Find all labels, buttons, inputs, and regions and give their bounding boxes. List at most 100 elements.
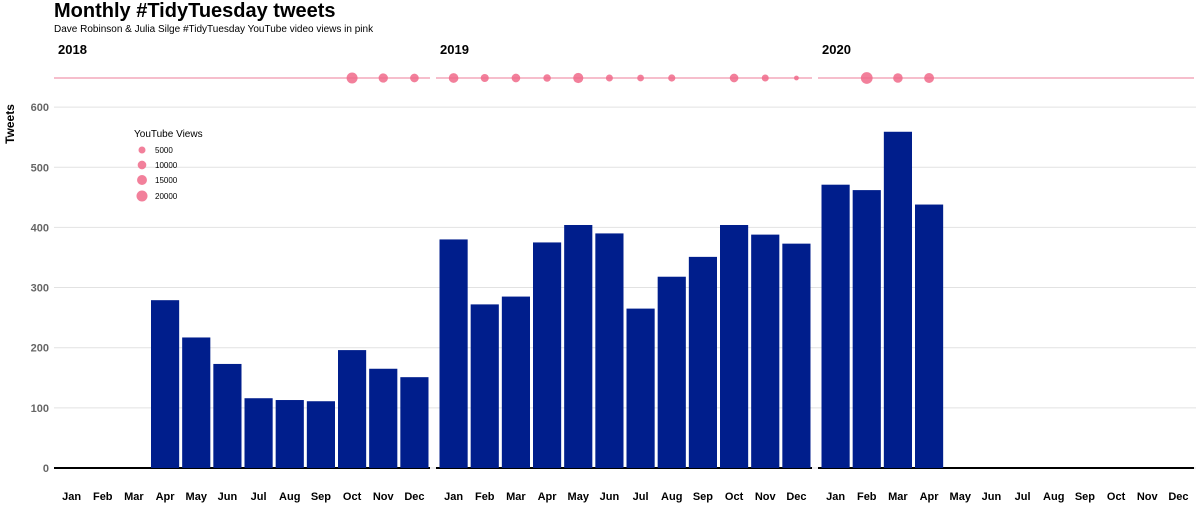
- y-tick-label: 300: [31, 283, 49, 295]
- bar-2018-Apr: [151, 300, 180, 468]
- bar-2019-Sep: [688, 256, 717, 468]
- views-point-2020-Feb: [860, 72, 873, 84]
- bar-2019-Nov: [751, 234, 780, 468]
- panel-label-2019: 2019: [440, 42, 469, 57]
- bar-2019-Mar: [501, 296, 530, 468]
- x-tick-label: Feb: [475, 491, 495, 503]
- bar-2019-Oct: [720, 224, 749, 468]
- views-point-2018-Dec: [410, 73, 419, 83]
- bar-2018-Nov: [369, 368, 398, 468]
- x-tick-label: Jan: [826, 491, 845, 503]
- x-tick-label: Apr: [538, 491, 558, 503]
- views-point-2019-Jul: [637, 74, 644, 82]
- y-tick-label: 600: [31, 102, 49, 114]
- x-tick-label: Oct: [343, 491, 362, 503]
- bar-2018-Jul: [244, 398, 273, 468]
- bar-2019-Jul: [626, 308, 655, 468]
- y-tick-label: 0: [43, 463, 49, 475]
- x-tick-label: Aug: [1043, 491, 1064, 503]
- bar-2018-Oct: [338, 350, 367, 468]
- x-tick-label: Dec: [1168, 491, 1188, 503]
- chart-title: Monthly #TidyTuesday tweets: [54, 0, 336, 22]
- bar-2018-Aug: [275, 400, 304, 468]
- views-point-2019-Dec: [794, 75, 799, 81]
- legend-title: YouTube Views: [134, 129, 203, 140]
- x-tick-label: Jan: [444, 491, 463, 503]
- legend-key: [137, 160, 147, 170]
- x-tick-label: May: [186, 491, 208, 503]
- y-axis-label: Tweets: [3, 104, 17, 144]
- views-point-2019-Apr: [543, 74, 551, 82]
- legend-label: 5000: [155, 146, 173, 155]
- bar-2020-Apr: [915, 204, 944, 468]
- views-point-2018-Oct: [346, 72, 358, 84]
- bar-2019-Jan: [439, 239, 468, 468]
- x-tick-label: Nov: [373, 491, 395, 503]
- x-tick-label: Dec: [786, 491, 806, 503]
- bar-2019-Apr: [533, 242, 562, 468]
- legend-key: [138, 146, 146, 154]
- x-tick-label: Mar: [506, 491, 526, 503]
- views-point-2019-Jun: [605, 74, 613, 82]
- bar-2018-May: [182, 337, 211, 468]
- legend-label: 10000: [155, 161, 178, 170]
- legend-key: [137, 175, 147, 185]
- x-tick-label: Apr: [920, 491, 940, 503]
- x-tick-label: Sep: [1075, 491, 1095, 503]
- x-tick-label: Jan: [62, 491, 81, 503]
- bar-2020-Jan: [821, 184, 850, 469]
- x-tick-label: Aug: [661, 491, 682, 503]
- x-tick-label: Mar: [888, 491, 908, 503]
- y-tick-label: 400: [31, 222, 49, 234]
- bar-2019-Jun: [595, 233, 624, 468]
- x-tick-label: Sep: [693, 491, 713, 503]
- legend-label: 20000: [155, 192, 178, 201]
- x-tick-label: Aug: [279, 491, 300, 503]
- views-point-2019-Oct: [729, 73, 739, 83]
- y-tick-label: 100: [31, 403, 49, 415]
- views-point-2019-May: [573, 72, 584, 84]
- x-tick-label: May: [950, 491, 972, 503]
- x-tick-label: Feb: [857, 491, 877, 503]
- x-tick-label: Jun: [600, 491, 620, 503]
- views-point-2019-Aug: [668, 74, 676, 82]
- bar-2020-Feb: [852, 190, 881, 468]
- views-point-2018-Nov: [378, 73, 388, 83]
- views-point-2019-Nov: [761, 74, 769, 82]
- bar-2019-Feb: [470, 304, 499, 468]
- panel-label-2020: 2020: [822, 42, 851, 57]
- x-tick-label: Sep: [311, 491, 331, 503]
- views-point-2019-Mar: [511, 73, 521, 83]
- x-tick-label: May: [568, 491, 590, 503]
- bar-2018-Sep: [306, 401, 335, 468]
- bar-2020-Mar: [883, 131, 912, 468]
- legend-label: 15000: [155, 176, 178, 185]
- panel-label-2018: 2018: [58, 42, 87, 57]
- legend-key: [136, 190, 148, 202]
- x-tick-label: Feb: [93, 491, 113, 503]
- bar-2019-May: [564, 224, 593, 468]
- x-tick-label: Mar: [124, 491, 144, 503]
- y-tick-label: 500: [31, 162, 49, 174]
- bar-2019-Dec: [782, 243, 811, 468]
- views-point-2019-Jan: [448, 73, 459, 83]
- views-point-2020-Mar: [893, 73, 903, 83]
- views-point-2020-Apr: [924, 73, 935, 83]
- x-tick-label: Oct: [725, 491, 744, 503]
- x-tick-label: Jun: [218, 491, 238, 503]
- x-tick-label: Jul: [251, 491, 267, 503]
- x-tick-label: Dec: [404, 491, 424, 503]
- x-tick-label: Jun: [982, 491, 1002, 503]
- chart-subtitle: Dave Robinson & Julia Silge #TidyTuesday…: [54, 24, 374, 35]
- y-tick-label: 200: [31, 343, 49, 355]
- x-tick-label: Nov: [755, 491, 777, 503]
- x-tick-label: Jul: [633, 491, 649, 503]
- x-tick-label: Apr: [156, 491, 176, 503]
- bar-2019-Aug: [657, 276, 686, 468]
- x-tick-label: Jul: [1015, 491, 1031, 503]
- x-tick-label: Oct: [1107, 491, 1126, 503]
- x-tick-label: Nov: [1137, 491, 1159, 503]
- views-point-2019-Feb: [480, 73, 489, 83]
- bar-2018-Dec: [400, 377, 429, 468]
